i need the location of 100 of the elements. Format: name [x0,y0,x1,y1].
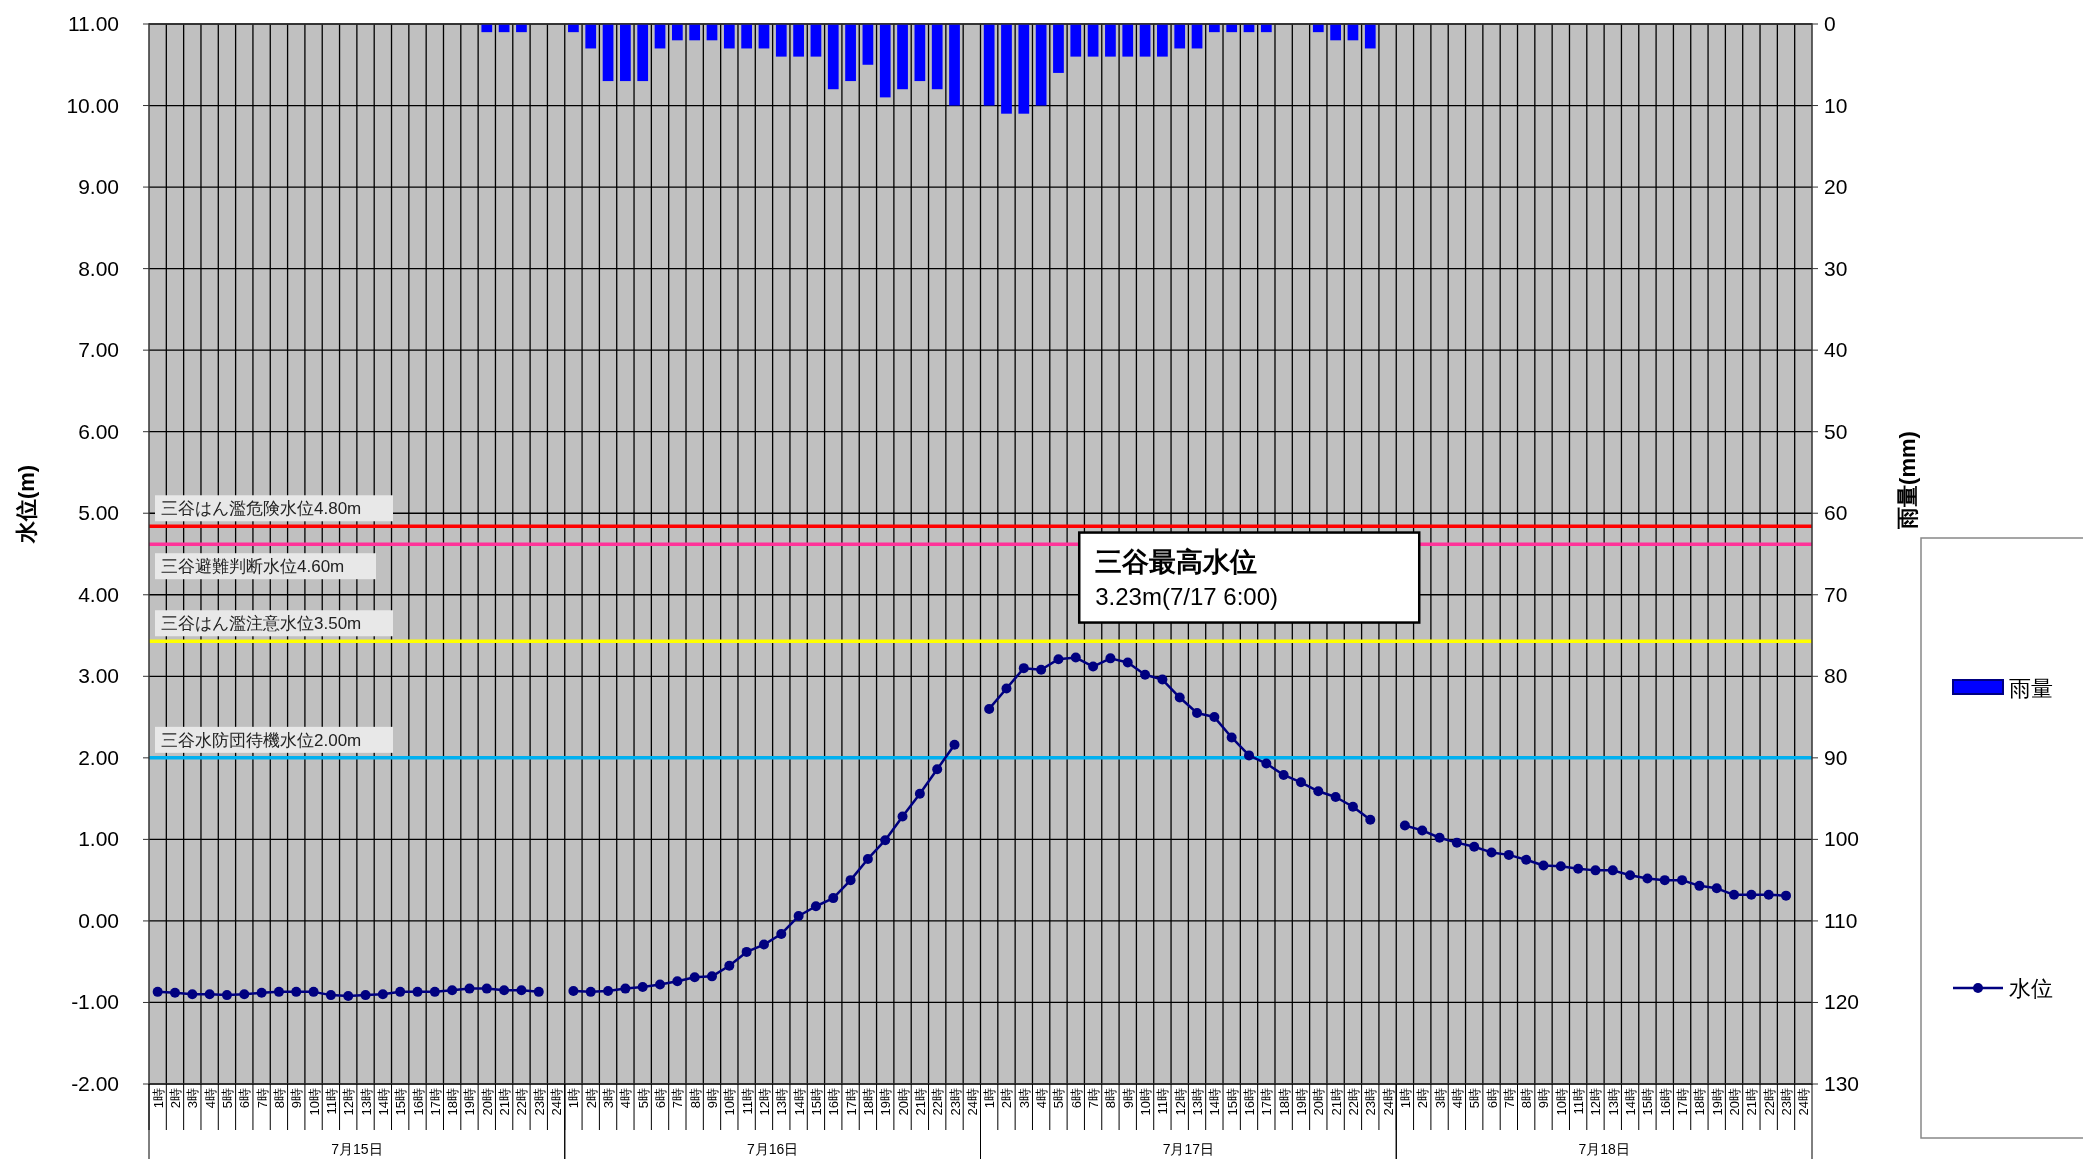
x-tick-label: 9時 [289,1088,305,1109]
x-tick-label: 2時 [167,1088,183,1109]
x-tick-label: 21時 [912,1088,928,1116]
y2-tick-label: 0 [1824,12,1836,35]
y2-tick-label: 60 [1824,501,1848,525]
y-tick-label: 6.00 [78,419,119,443]
x-tick-label: 16時 [1242,1088,1258,1116]
x-tick-label: 16時 [1657,1088,1673,1116]
x-tick-label: 7時 [670,1088,686,1109]
y-tick-label: 8.00 [78,256,119,280]
bar [1364,24,1376,49]
x-tick-label: 13時 [1605,1088,1621,1116]
bar [741,24,753,49]
bar [1122,24,1134,57]
bar [845,24,856,82]
y-tick-label: 3.00 [78,664,119,688]
x-tick-label: 2時 [1415,1088,1431,1109]
bar [723,24,735,49]
x-tick-label: 15時 [1224,1088,1240,1116]
y-tick-label: 10.00 [66,93,119,117]
x-tick-label: 13時 [774,1088,790,1116]
x-tick-label: 4時 [1034,1088,1050,1109]
text: 7月16日 [746,1141,799,1157]
x-tick-label: 17時 [1675,1088,1691,1116]
x-tick-label: 20時 [479,1088,495,1116]
bar [1174,24,1186,49]
bar [931,24,943,90]
y2-tick-label: 20 [1824,175,1848,199]
x-tick-label: 13時 [1190,1088,1206,1116]
y2-tick-label: 40 [1824,338,1848,362]
x-tick-label: 20時 [1311,1088,1327,1116]
x-tick-label: 22時 [514,1088,530,1116]
x-tick-label: 8時 [1103,1088,1119,1109]
x-tick-label: 14時 [1623,1088,1639,1116]
bar [602,24,614,82]
x-tick-label: 15時 [393,1088,409,1116]
x-tick-label: 3時 [185,1088,201,1109]
x-tick-label: 8時 [1519,1088,1535,1109]
legend-label: 水位 [2009,976,2053,1001]
y2-tick-label: 50 [1824,419,1848,443]
y2-tick-label: 110 [1824,908,1858,932]
x-tick-label: 13時 [358,1088,374,1116]
y-tick-label: 1.00 [78,827,119,851]
x-tick-label: 22時 [930,1088,946,1116]
x-tick-label: 19時 [462,1088,478,1116]
bar [810,24,822,57]
bar [1035,24,1047,106]
x-tick-label: 21時 [1744,1088,1760,1116]
x-tick-label: 19時 [878,1088,894,1116]
y-tick-label: 2.00 [78,745,119,769]
x-tick-label: 10時 [1553,1088,1569,1116]
x-tick-label: 1時 [1397,1088,1413,1109]
y2-tick-label: 70 [1824,582,1848,606]
bar [620,24,631,82]
bar [1105,24,1116,57]
text: 7月18日 [1578,1141,1630,1157]
y-tick-label: 11.00 [68,12,119,35]
x-tick-label: 5時 [219,1088,235,1109]
x-tick-label: 18時 [1276,1088,1292,1116]
x-tick-label: 16時 [826,1088,842,1116]
text: 7月15日 [331,1141,383,1157]
bar [862,24,874,65]
x-tick-label: 23時 [947,1088,963,1116]
x-tick-label: 10時 [306,1088,322,1116]
y-tick-label: -2.00 [71,1072,119,1095]
annotation: 三谷最高水位 3.23m(7/17 6:00) [1095,546,1279,610]
y2-tick-label: 80 [1824,664,1848,688]
x-tick-label: 11時 [739,1088,755,1115]
x-tick-label: 20時 [1727,1088,1743,1116]
x-tick-label: 2時 [583,1088,599,1109]
x-tick-label: 4時 [618,1088,634,1109]
x-tick-label: 9時 [1536,1088,1552,1109]
x-tick-label: 12時 [1172,1088,1188,1116]
y2-tick-label: 120 [1824,990,1860,1014]
x-tick-label: 7時 [254,1088,270,1109]
y2-tick-label: 100 [1824,827,1860,851]
x-tick-label: 24時 [1796,1088,1812,1116]
y-tick-label: 0.00 [78,908,119,932]
ref-line-label: 三谷避難判断水位4.60m [161,557,345,577]
x-tick-label: 6時 [1484,1088,1500,1109]
x-tick-label: 4時 [1449,1088,1465,1109]
x-tick-label: 2時 [999,1088,1015,1109]
x-tick-label: 14時 [1207,1088,1223,1116]
x-tick-label: 12時 [756,1088,772,1116]
bar [914,24,926,82]
x-tick-label: 3時 [1432,1088,1448,1109]
y2-axis-title: 雨量(mm) [1895,431,1920,530]
bar [1053,24,1064,73]
bar [879,24,891,98]
y-tick-label: -1.00 [71,990,119,1014]
y-axis-title: 水位(m) [14,464,39,545]
x-tick-label: 15時 [1640,1088,1656,1116]
bar [1087,24,1099,57]
x-tick-label: 12時 [341,1088,357,1116]
bar [897,24,908,90]
bar [949,24,960,106]
x-tick-label: 19時 [1709,1088,1725,1116]
text: 7月17日 [1162,1141,1215,1157]
x-tick-label: 18時 [1692,1088,1708,1116]
x-tick-label: 18時 [860,1088,876,1116]
